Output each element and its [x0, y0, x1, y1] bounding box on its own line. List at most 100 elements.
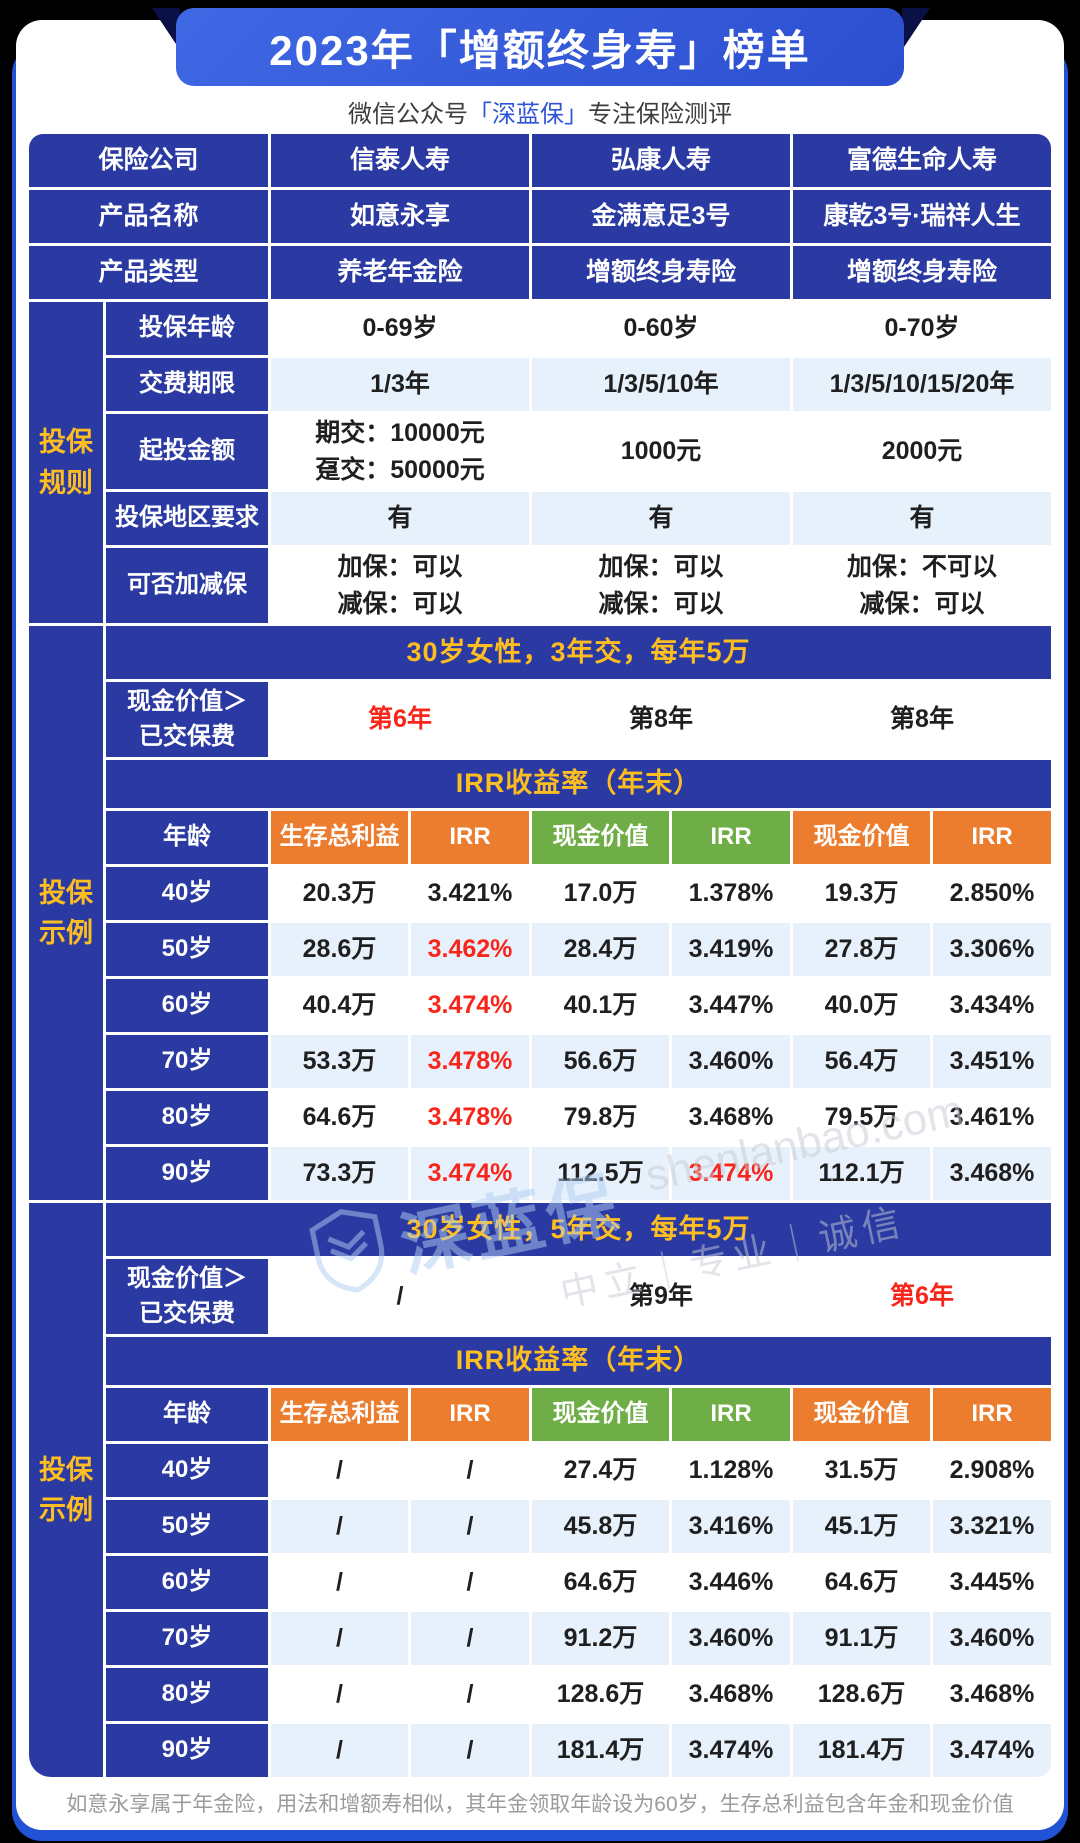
info-row-value: 富德生命人寿 [793, 134, 1051, 187]
data-cell: / [271, 1668, 408, 1721]
comparison-table: 保险公司 信泰人寿 弘康人寿 富德生命人寿 产品名称 如意永享 金满意足3号 康乾3号·瑞祥人… [29, 134, 1051, 1777]
rule-value: 0-70岁 [793, 302, 1051, 355]
age-cell: 50岁 [106, 1500, 268, 1553]
rule-label: 可否加减保 [106, 548, 268, 623]
age-cell: 80岁 [106, 1668, 268, 1721]
banner-fold-left [152, 8, 180, 50]
info-row-value: 增额终身寿险 [532, 246, 790, 299]
rule-value: 1/3年 [271, 358, 529, 411]
info-row-value: 信泰人寿 [271, 134, 529, 187]
column-header-green: 现金价值 [532, 811, 669, 864]
data-cell: 3.460% [672, 1035, 790, 1088]
subtitle: 微信公众号「深蓝保」专注保险测评 [0, 94, 1080, 129]
column-header-orange: 生存总利益 [271, 1388, 408, 1441]
rule-value: 1/3/5/10/15/20年 [793, 358, 1051, 411]
data-cell: 20.3万 [271, 867, 408, 920]
data-cell: 3.434% [933, 979, 1051, 1032]
data-cell: 3.468% [933, 1147, 1051, 1200]
data-cell: / [271, 1444, 408, 1497]
data-cell: 56.4万 [793, 1035, 930, 1088]
data-cell: 1.128% [672, 1444, 790, 1497]
breakeven-value: 第8年 [532, 682, 790, 757]
info-row-value: 如意永享 [271, 190, 529, 243]
data-cell: 181.4万 [793, 1724, 930, 1777]
data-cell: 3.474% [672, 1147, 790, 1200]
data-cell: 73.3万 [271, 1147, 408, 1200]
column-header-green: IRR [672, 1388, 790, 1441]
data-cell: 79.5万 [793, 1091, 930, 1144]
irr-title-banner: IRR收益率（年末） [106, 1337, 1051, 1385]
column-header-orange: IRR [933, 1388, 1051, 1441]
rule-label: 投保地区要求 [106, 492, 268, 545]
data-cell: 56.6万 [532, 1035, 669, 1088]
page-title: 2023年「增额终身寿」榜单 [269, 26, 811, 74]
data-cell: 3.321% [933, 1500, 1051, 1553]
rule-value: 有 [532, 492, 790, 545]
data-cell: 3.468% [672, 1668, 790, 1721]
rule-value: 有 [271, 492, 529, 545]
data-cell: 112.1万 [793, 1147, 930, 1200]
age-cell: 70岁 [106, 1612, 268, 1665]
title-banner: 2023年「增额终身寿」榜单 [176, 8, 904, 86]
data-cell: / [411, 1668, 529, 1721]
example-side-label: 投保 示例 [29, 626, 103, 1200]
column-header-orange: IRR [411, 811, 529, 864]
rule-value: 期交：10000元 趸交：50000元 [271, 414, 529, 489]
data-cell: / [411, 1724, 529, 1777]
info-row-value: 养老年金险 [271, 246, 529, 299]
data-cell: 91.1万 [793, 1612, 930, 1665]
data-cell: / [271, 1556, 408, 1609]
data-cell: / [271, 1724, 408, 1777]
data-cell: 181.4万 [532, 1724, 669, 1777]
info-row-value: 康乾3号·瑞祥人生 [793, 190, 1051, 243]
data-cell: 3.474% [411, 1147, 529, 1200]
data-cell: / [271, 1612, 408, 1665]
data-cell: 3.478% [411, 1035, 529, 1088]
column-header-orange: 生存总利益 [271, 811, 408, 864]
data-cell: 3.462% [411, 923, 529, 976]
data-cell: 3.460% [933, 1612, 1051, 1665]
info-row-value: 金满意足3号 [532, 190, 790, 243]
breakeven-value: 第6年 [271, 682, 529, 757]
data-cell: 3.474% [411, 979, 529, 1032]
data-cell: 2.850% [933, 867, 1051, 920]
column-header-green: 现金价值 [532, 1388, 669, 1441]
data-cell: 53.3万 [271, 1035, 408, 1088]
data-cell: 112.5万 [532, 1147, 669, 1200]
age-cell: 40岁 [106, 867, 268, 920]
breakeven-label: 现金价值＞ 已交保费 [106, 1259, 268, 1334]
age-cell: 50岁 [106, 923, 268, 976]
data-cell: 40.4万 [271, 979, 408, 1032]
info-row-label: 保险公司 [29, 134, 268, 187]
breakeven-value: / [271, 1259, 529, 1334]
data-cell: / [411, 1556, 529, 1609]
data-cell: / [411, 1444, 529, 1497]
column-header-age: 年龄 [106, 1388, 268, 1441]
age-cell: 60岁 [106, 1556, 268, 1609]
rule-value: 有 [793, 492, 1051, 545]
scenario-banner: 30岁女性，3年交，每年5万 [106, 626, 1051, 679]
data-cell: 17.0万 [532, 867, 669, 920]
data-cell: 1.378% [672, 867, 790, 920]
data-cell: 3.416% [672, 1500, 790, 1553]
data-cell: 45.8万 [532, 1500, 669, 1553]
data-cell: 3.446% [672, 1556, 790, 1609]
column-header-green: IRR [672, 811, 790, 864]
rule-label: 投保年龄 [106, 302, 268, 355]
data-cell: 40.0万 [793, 979, 930, 1032]
rule-value: 加保：可以 减保：可以 [532, 548, 790, 623]
rule-value: 0-60岁 [532, 302, 790, 355]
banner-fold-right [902, 8, 930, 50]
rule-value: 加保：可以 减保：可以 [271, 548, 529, 623]
data-cell: 31.5万 [793, 1444, 930, 1497]
data-cell: 28.4万 [532, 923, 669, 976]
breakeven-value: 第9年 [532, 1259, 790, 1334]
data-cell: 3.306% [933, 923, 1051, 976]
data-cell: 3.451% [933, 1035, 1051, 1088]
rule-value: 0-69岁 [271, 302, 529, 355]
data-cell: 79.8万 [532, 1091, 669, 1144]
data-cell: 3.468% [672, 1091, 790, 1144]
column-header-orange: IRR [411, 1388, 529, 1441]
rules-side-label: 投保 规则 [29, 302, 103, 623]
